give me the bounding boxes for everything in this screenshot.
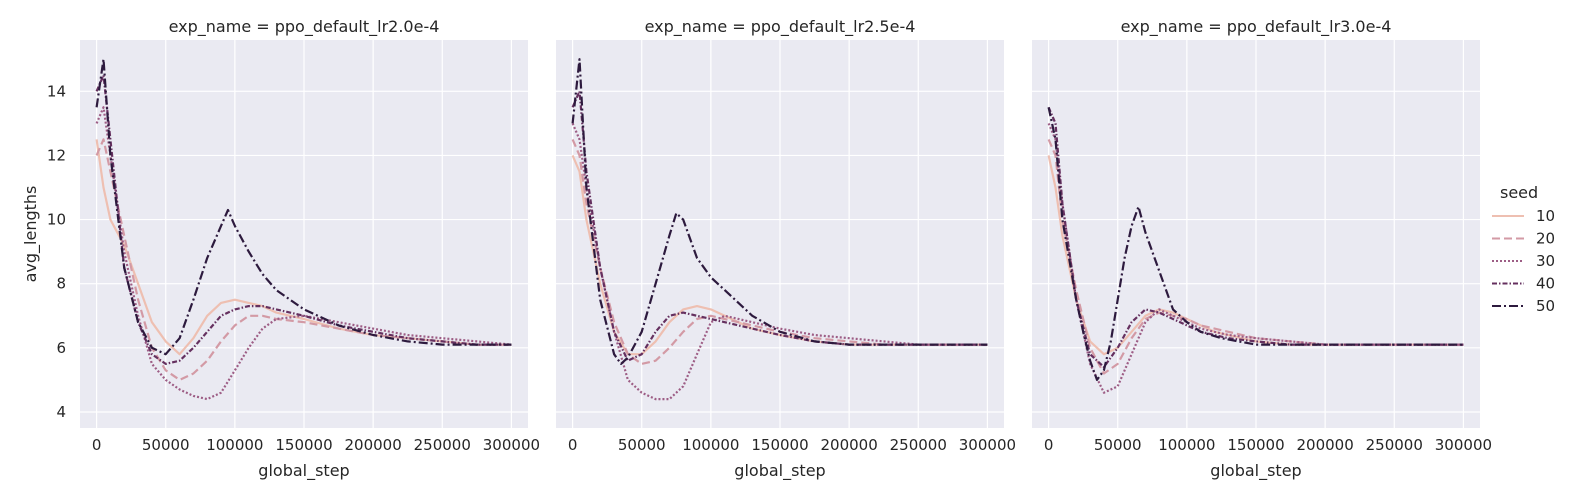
- panel-3: 0 50000 100000 150000 200000 250000 300000 glob…: [1032, 17, 1492, 481]
- x-tick-label: 50000: [1094, 436, 1142, 454]
- x-tick-label: 200000: [821, 436, 878, 454]
- x-tick-label: 300000: [959, 436, 1016, 454]
- panel-1: 0 50000 100000 150000 200000 250000 300000 4 6 8 1…: [21, 17, 540, 481]
- legend-label-seed-10: 10: [1536, 207, 1555, 225]
- x-tick-label: 250000: [1366, 436, 1423, 454]
- x-tick-label: 200000: [1297, 436, 1354, 454]
- x-tick-label: 150000: [275, 436, 332, 454]
- x-tick-label: 100000: [1158, 436, 1215, 454]
- y-tick-label: 10: [47, 211, 66, 229]
- series-line-seed-20: [1047, 138, 1464, 375]
- panel-2: 0 50000 100000 150000 200000 250000 300000 glob…: [556, 17, 1016, 481]
- legend-label-seed-40: 40: [1536, 275, 1555, 293]
- series-line-seed-40: [95, 74, 512, 365]
- series-line-seed-40: [571, 90, 988, 362]
- y-tick-label: 14: [47, 82, 66, 100]
- x-tick-label: 300000: [483, 436, 540, 454]
- x-tick-label: 150000: [751, 436, 808, 454]
- x-tick-label: 100000: [682, 436, 739, 454]
- series-line-seed-20: [95, 138, 512, 381]
- x-axis-label: global_step: [258, 461, 349, 481]
- x-tick-label: 0: [92, 436, 102, 454]
- legend-label-seed-20: 20: [1536, 230, 1555, 248]
- panel-title: exp_name = ppo_default_lr2.5e-4: [645, 17, 916, 37]
- x-axis-label: global_step: [734, 461, 825, 481]
- y-tick-label: 8: [56, 275, 66, 293]
- panel-title: exp_name = ppo_default_lr3.0e-4: [1121, 17, 1392, 37]
- y-tick-label: 6: [56, 339, 66, 357]
- x-tick-label: 50000: [618, 436, 666, 454]
- x-tick-label: 0: [1044, 436, 1054, 454]
- x-tick-label: 0: [568, 436, 578, 454]
- series-line-seed-50: [571, 58, 988, 365]
- y-axis-label: avg_lengths: [21, 186, 41, 283]
- y-tick-label: 12: [47, 146, 66, 164]
- y-tick-label: 4: [56, 403, 66, 421]
- x-tick-label: 200000: [345, 436, 402, 454]
- legend-title: seed: [1500, 183, 1538, 202]
- series-line-seed-30: [95, 106, 512, 401]
- panel-title: exp_name = ppo_default_lr2.0e-4: [169, 17, 440, 37]
- x-tick-label: 250000: [890, 436, 947, 454]
- x-tick-label: 250000: [414, 436, 471, 454]
- x-tick-label: 50000: [142, 436, 190, 454]
- legend: seed 10 20 30 40 50: [1492, 183, 1555, 315]
- x-tick-label: 100000: [206, 436, 263, 454]
- legend-label-seed-50: 50: [1536, 297, 1555, 315]
- legend-label-seed-30: 30: [1536, 252, 1555, 270]
- x-axis-label: global_step: [1210, 461, 1301, 481]
- x-tick-label: 300000: [1435, 436, 1492, 454]
- series-line-seed-50: [95, 58, 512, 356]
- x-tick-label: 150000: [1227, 436, 1284, 454]
- series-line-seed-50: [1047, 107, 1464, 381]
